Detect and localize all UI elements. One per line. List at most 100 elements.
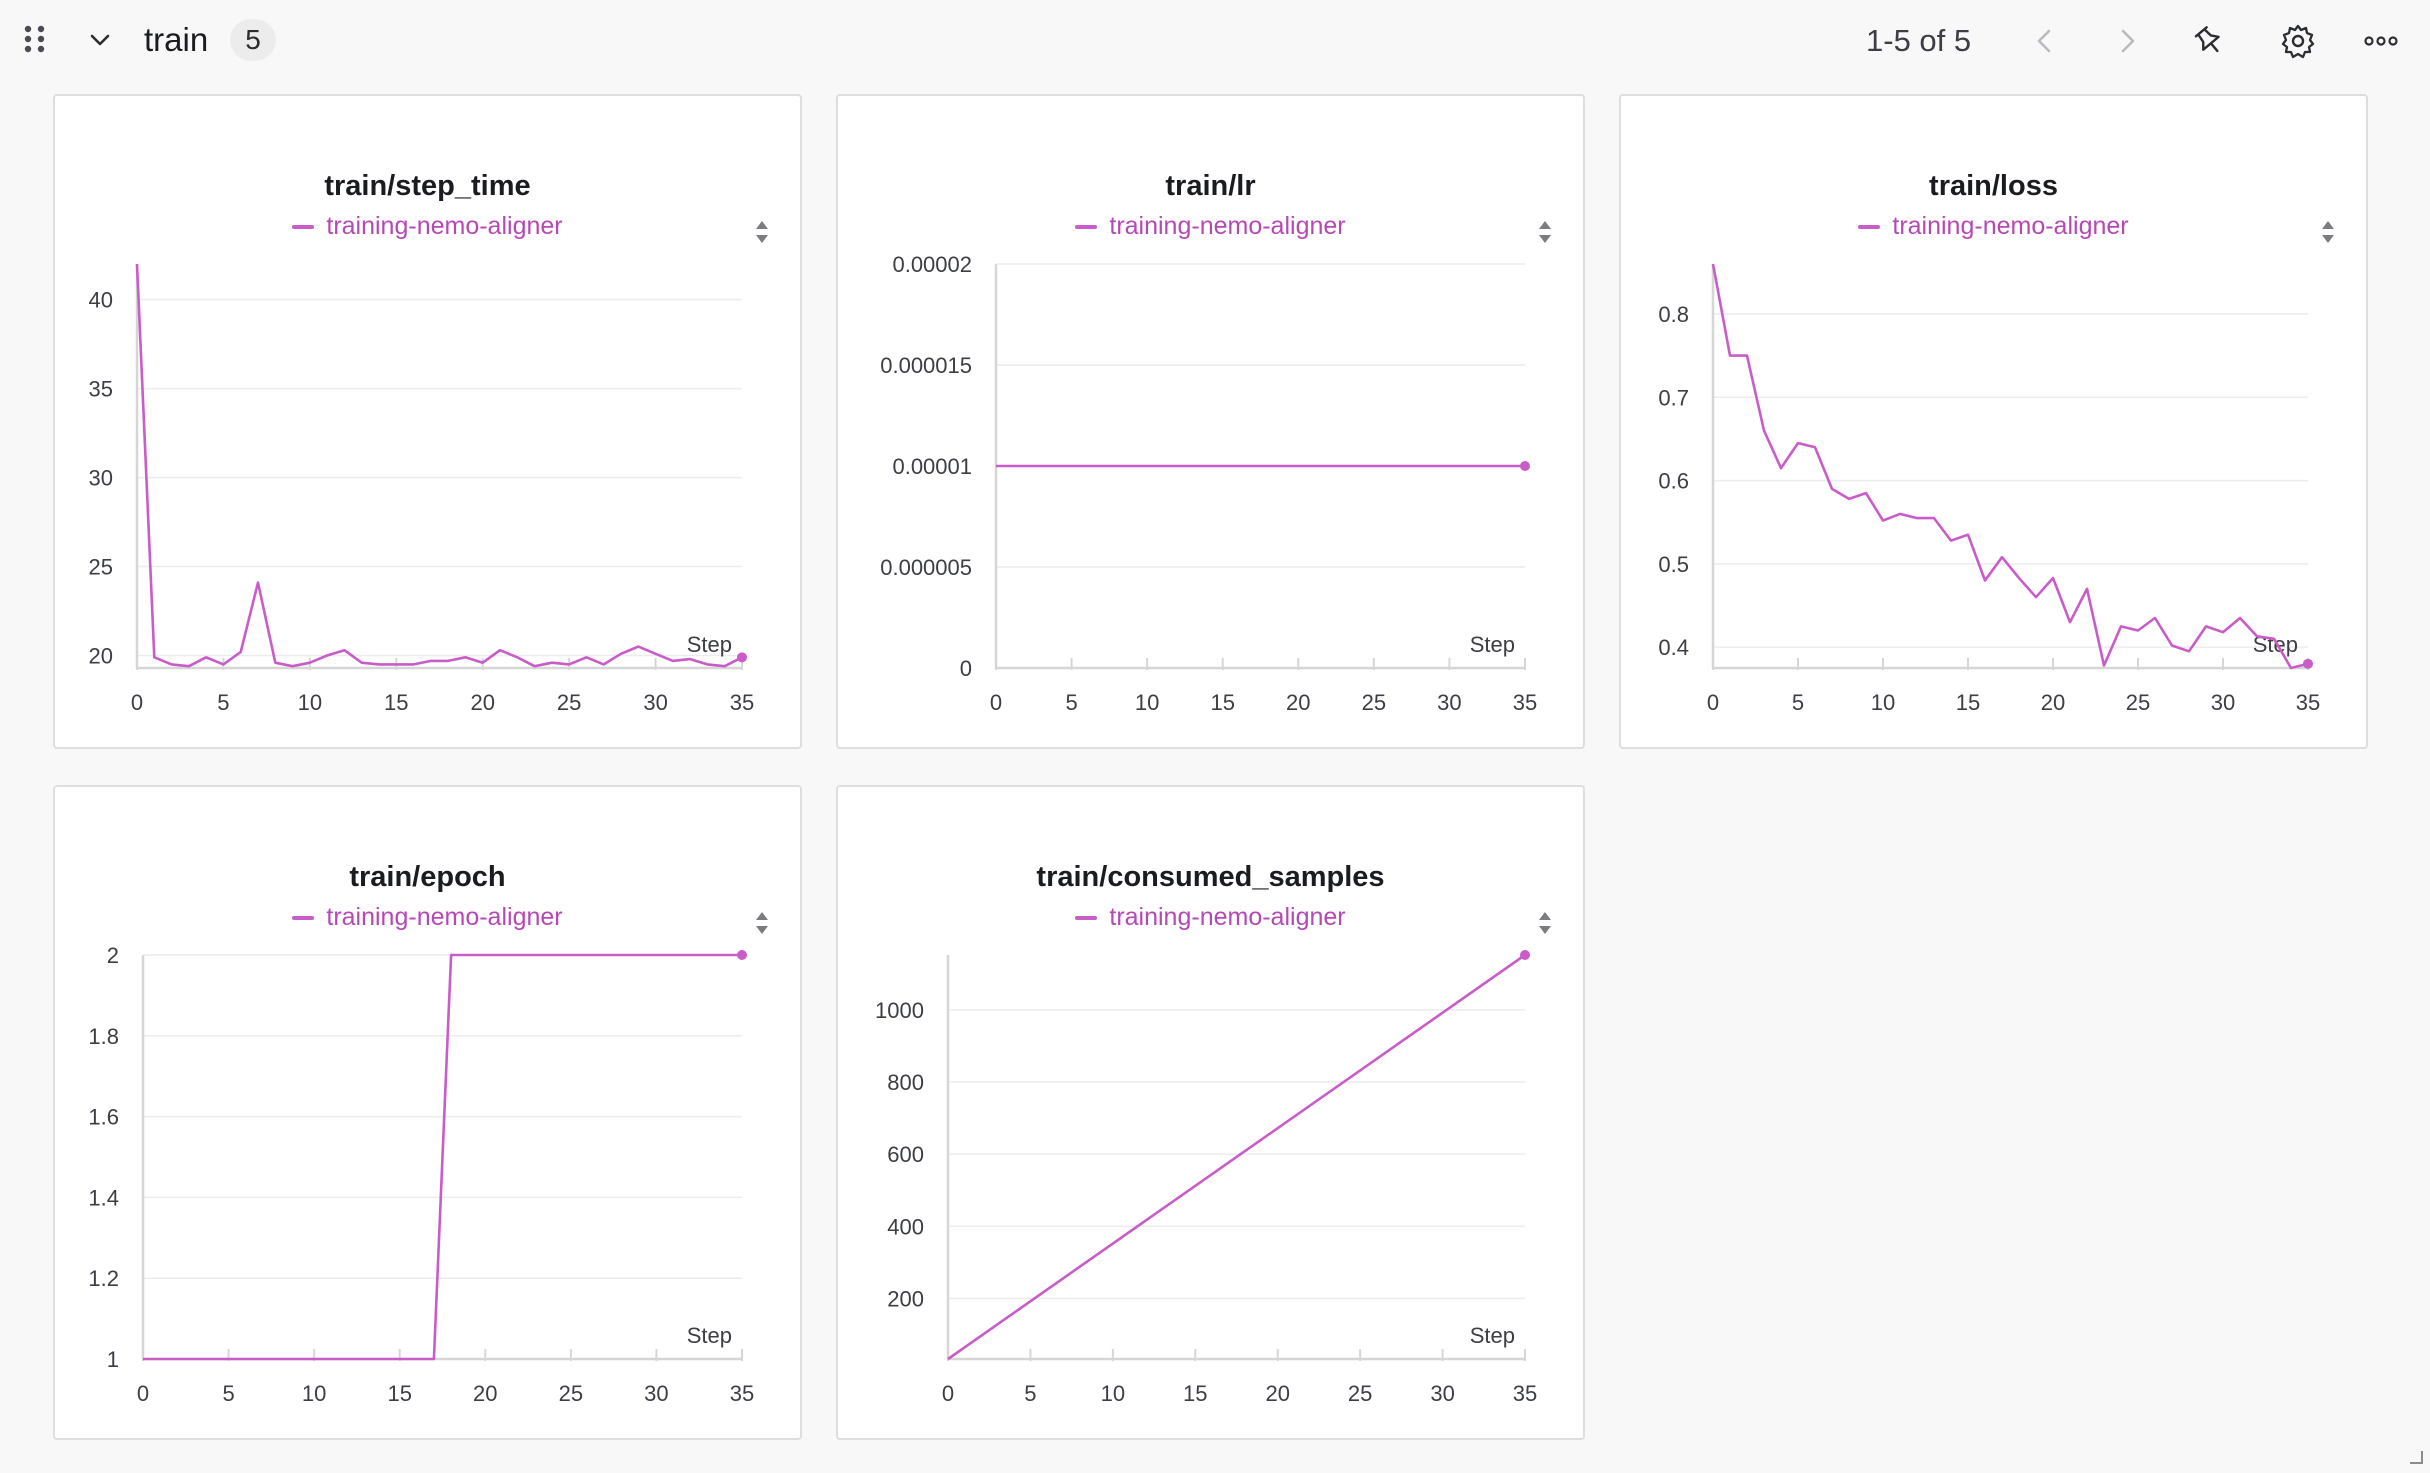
x-tick-label: 15 (387, 1381, 411, 1406)
legend-label: training-nemo-aligner (1109, 903, 1346, 931)
panel-title: train/epoch (349, 861, 506, 893)
section-header: train 5 1-5 of 5 (0, 0, 2430, 80)
x-tick-label: 25 (1348, 1381, 1372, 1406)
y-tick-label: 30 (89, 466, 113, 491)
legend-label: training-nemo-aligner (1109, 212, 1346, 240)
y-tick-label: 0.4 (1658, 635, 1689, 660)
x-tick-label: 5 (1065, 690, 1077, 715)
chart-panel-lr[interactable]: train/lr training-nemo-aligner 0 0.000005… (836, 94, 1585, 749)
sort-icon[interactable] (1537, 909, 1553, 937)
y-tick-label: 25 (89, 555, 113, 580)
series-end-point (1520, 950, 1530, 960)
x-tick-label: 20 (1286, 690, 1310, 715)
series-line (135, 263, 743, 668)
series-end-point (737, 652, 747, 663)
chevron-down-icon[interactable] (84, 24, 116, 56)
section-title: train (144, 21, 209, 58)
x-tick-label: 5 (1792, 690, 1804, 715)
x-tick-label: 5 (222, 1381, 234, 1406)
chevron-right-icon[interactable] (2106, 20, 2148, 62)
x-tick-label: 30 (2211, 690, 2235, 715)
chart-panel-loss[interactable]: train/loss training-nemo-aligner 0.4 0.5 0… (1619, 94, 2368, 749)
y-tick-label: 600 (887, 1142, 924, 1167)
x-axis-label: Step (687, 1323, 732, 1348)
x-tick-label: 15 (1956, 690, 1980, 715)
legend-swatch (1858, 225, 1881, 230)
more-horizontal-icon[interactable] (2360, 20, 2402, 62)
legend[interactable]: training-nemo-aligner (55, 903, 800, 932)
legend-swatch (1075, 225, 1098, 230)
gear-icon[interactable] (2277, 20, 2319, 62)
legend-swatch (292, 916, 315, 921)
y-tick-label: 0.5 (1658, 552, 1689, 577)
chevron-left-icon[interactable] (2024, 20, 2066, 62)
chart-panel-consumed-samples[interactable]: train/consumed_samples training-nemo-ali… (836, 785, 1585, 1440)
y-tick-label: 0.000015 (880, 353, 972, 378)
series-end-point (737, 950, 747, 960)
y-tick-label: 0.7 (1658, 385, 1689, 410)
y-tick-label: 1.8 (88, 1024, 119, 1049)
chart-plot: 0 0.000005 0.00001 0.000015 0.00002 0 5 10 15 20 2… (880, 252, 1537, 715)
y-tick-label: 35 (89, 377, 113, 402)
x-tick-label: 35 (2296, 690, 2320, 715)
x-tick-label: 15 (1183, 1381, 1207, 1406)
x-tick-label: 10 (1871, 690, 1895, 715)
x-tick-label: 25 (2126, 690, 2150, 715)
legend[interactable]: training-nemo-aligner (838, 903, 1583, 932)
x-tick-label: 10 (298, 690, 322, 715)
series-line (1711, 263, 2309, 670)
x-tick-label: 35 (730, 1381, 754, 1406)
legend-swatch (292, 225, 315, 230)
x-tick-label: 0 (990, 690, 1002, 715)
y-tick-label: 2 (107, 943, 119, 968)
series-end-point (2303, 658, 2313, 669)
drag-handle-icon[interactable] (22, 24, 48, 54)
x-tick-label: 10 (302, 1381, 326, 1406)
sort-icon[interactable] (754, 909, 770, 937)
panel-title: train/lr (1165, 170, 1256, 202)
sort-icon[interactable] (754, 218, 770, 246)
series-end-point (1520, 461, 1530, 471)
chart-plot: 200 400 600 800 1000 0 5 10 15 20 25 30 35 Step (875, 950, 1537, 1406)
panel-title: train/step_time (324, 170, 531, 202)
x-tick-label: 15 (384, 690, 408, 715)
y-tick-label: 0.00001 (892, 454, 972, 479)
y-tick-label: 1000 (875, 998, 924, 1023)
panel-count-badge: 5 (230, 19, 276, 61)
legend[interactable]: training-nemo-aligner (55, 212, 800, 241)
chart-plot: 20 25 30 35 40 0 5 10 15 20 25 30 35 Step (89, 263, 754, 715)
y-tick-label: 1 (107, 1347, 119, 1372)
y-tick-label: 0.000005 (880, 555, 972, 580)
legend[interactable]: training-nemo-aligner (1621, 212, 2366, 241)
resize-handle-icon[interactable] (2406, 1447, 2424, 1465)
y-tick-label: 0 (960, 656, 972, 681)
x-tick-label: 25 (557, 690, 581, 715)
x-axis-label: Step (1470, 1323, 1515, 1348)
legend[interactable]: training-nemo-aligner (838, 212, 1583, 241)
legend-label: training-nemo-aligner (1892, 212, 2129, 240)
x-tick-label: 5 (217, 690, 229, 715)
chart-panel-step-time[interactable]: train/step_time training-nemo-aligner 20… (53, 94, 802, 749)
legend-label: training-nemo-aligner (326, 212, 563, 240)
sort-icon[interactable] (1537, 218, 1553, 246)
legend-label: training-nemo-aligner (326, 903, 563, 931)
panel-title: train/loss (1929, 170, 2058, 202)
x-tick-label: 35 (1513, 690, 1537, 715)
x-tick-label: 20 (2041, 690, 2065, 715)
x-tick-label: 30 (1437, 690, 1461, 715)
x-tick-label: 5 (1024, 1381, 1036, 1406)
pin-icon[interactable] (2188, 20, 2230, 62)
series-line (143, 953, 742, 1361)
chart-panel-epoch[interactable]: train/epoch training-nemo-aligner 1 1.2 1.… (53, 785, 802, 1440)
x-axis-label: Step (1470, 632, 1515, 657)
x-tick-label: 35 (1513, 1381, 1537, 1406)
y-tick-label: 800 (887, 1070, 924, 1095)
y-tick-label: 1.4 (88, 1185, 119, 1210)
x-tick-label: 30 (644, 1381, 668, 1406)
sort-icon[interactable] (2320, 218, 2336, 246)
x-tick-label: 0 (131, 690, 143, 715)
x-tick-label: 15 (1210, 690, 1234, 715)
y-tick-label: 0.8 (1658, 302, 1689, 327)
